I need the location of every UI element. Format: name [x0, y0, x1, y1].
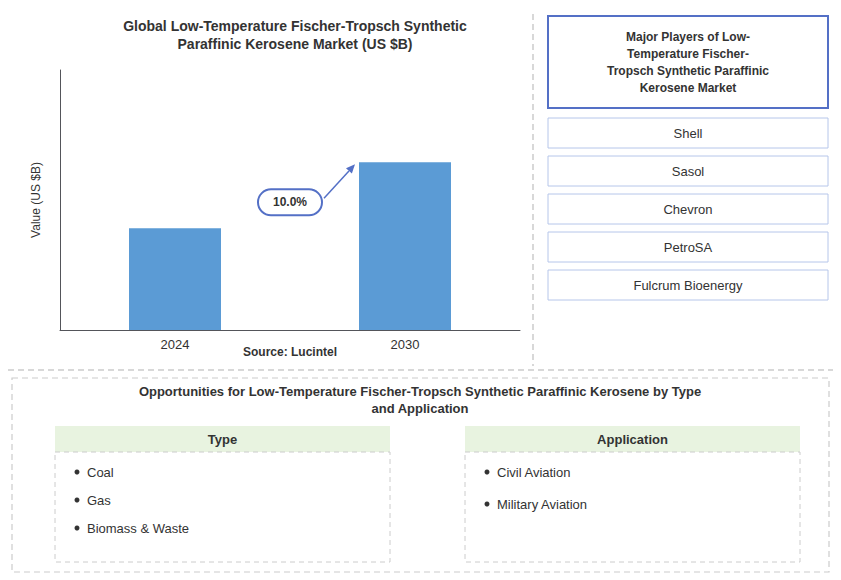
svg-text:Temperature Fischer-: Temperature Fischer- [627, 47, 749, 61]
svg-text:Biomass & Waste: Biomass & Waste [87, 521, 189, 536]
svg-text:2030: 2030 [391, 337, 420, 352]
svg-text:Source: Lucintel: Source: Lucintel [243, 345, 337, 359]
svg-text:Application: Application [597, 432, 668, 447]
svg-text:Military Aviation: Military Aviation [497, 497, 587, 512]
svg-text:Gas: Gas [87, 493, 111, 508]
svg-text:Type: Type [208, 432, 237, 447]
svg-text:Opportunities for Low-Temperat: Opportunities for Low-Temperature Fische… [139, 384, 701, 399]
svg-text:Major Players of Low-: Major Players of Low- [626, 30, 750, 44]
svg-text:Global Low-Temperature Fischer: Global Low-Temperature Fischer-Tropsch S… [123, 18, 467, 34]
svg-text:Chevron: Chevron [663, 202, 712, 217]
svg-text:Paraffinic Kerosene Market (US: Paraffinic Kerosene Market (US $B) [178, 36, 413, 52]
svg-text:Coal: Coal [87, 465, 114, 480]
svg-text:Fulcrum Bioenergy: Fulcrum Bioenergy [633, 278, 743, 293]
svg-text:Civil Aviation: Civil Aviation [497, 465, 570, 480]
svg-text:PetroSA: PetroSA [664, 240, 713, 255]
svg-text:Sasol: Sasol [672, 164, 705, 179]
svg-text:Shell: Shell [674, 126, 703, 141]
svg-text:Value (US $B): Value (US $B) [29, 162, 43, 238]
svg-text:2024: 2024 [161, 337, 190, 352]
svg-text:Tropsch Synthetic Paraffinic: Tropsch Synthetic Paraffinic [607, 64, 769, 78]
svg-text:Kerosene Market: Kerosene Market [640, 81, 737, 95]
svg-text:and Application: and Application [371, 401, 468, 416]
svg-text:10.0%: 10.0% [273, 195, 307, 209]
